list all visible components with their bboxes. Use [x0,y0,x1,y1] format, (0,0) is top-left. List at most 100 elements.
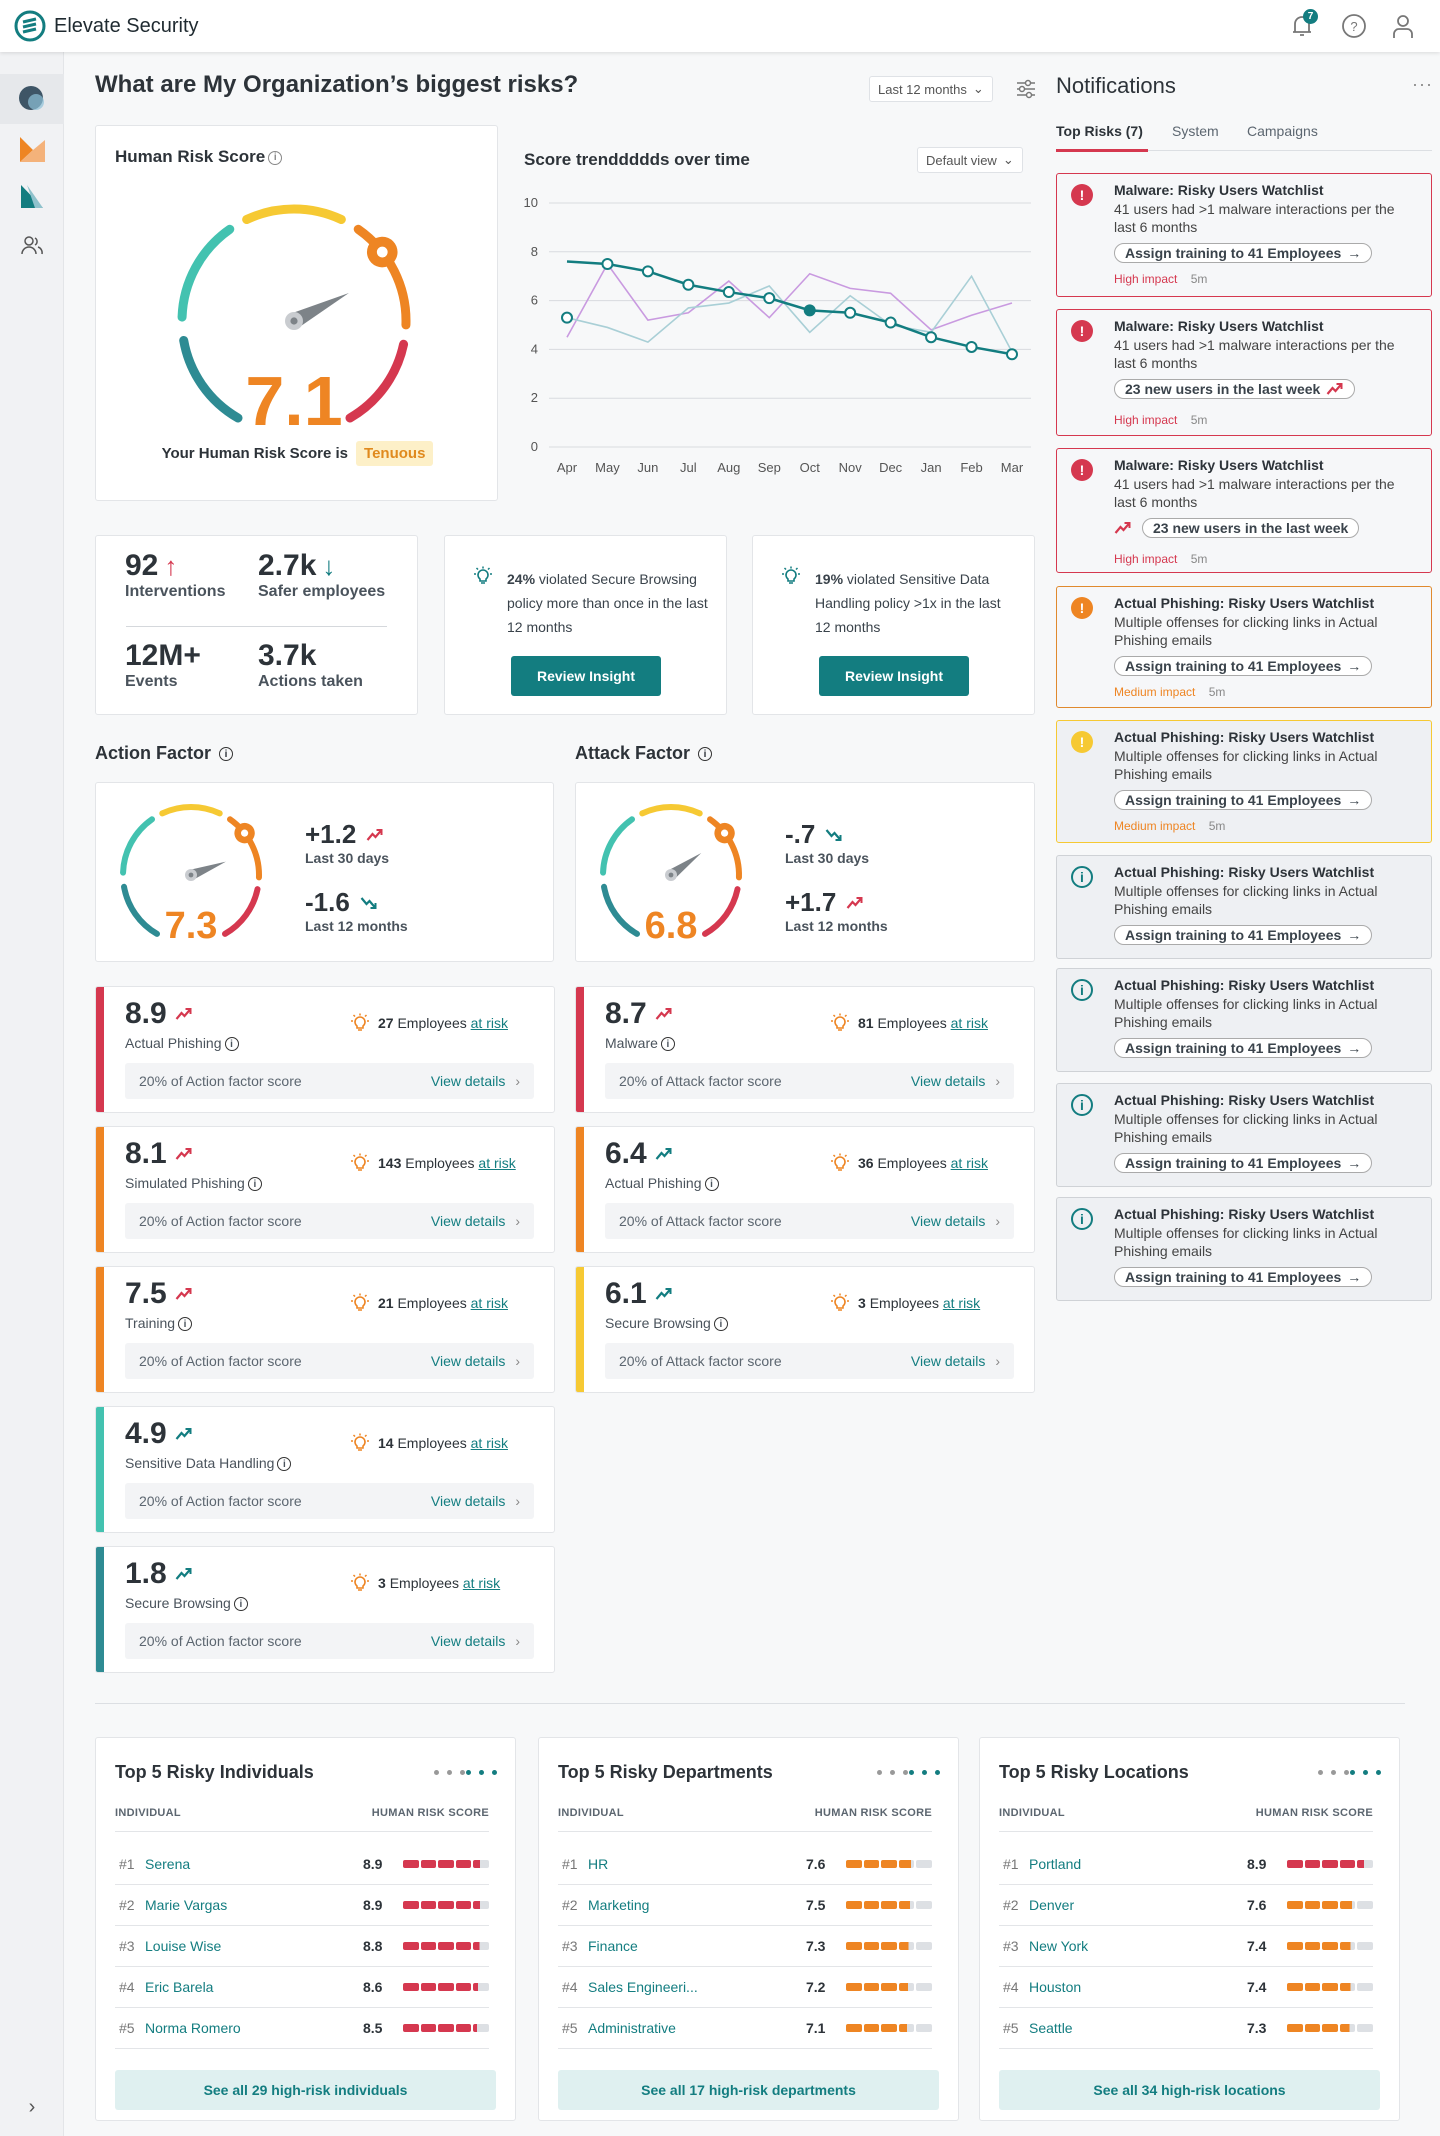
see-all-button[interactable]: See all 17 high-risk departments [558,2070,939,2110]
carousel-dot[interactable] [479,1770,484,1775]
info-icon[interactable]: i [704,1177,719,1192]
notification-card[interactable]: ! Malware: Risky Users Watchlist 41 users … [1056,309,1432,436]
view-details-link[interactable]: View details › [911,1353,1000,1369]
row-name-link[interactable]: Marie Vargas [145,1897,228,1913]
carousel-dot[interactable] [922,1770,927,1775]
info-icon[interactable]: i [277,1457,292,1472]
notification-card[interactable]: i Actual Phishing: Risky Users Watchlist M… [1056,1083,1432,1187]
notification-card[interactable]: i Actual Phishing: Risky Users Watchlist M… [1056,1197,1432,1301]
info-icon[interactable]: i [233,1597,248,1612]
notification-tab[interactable]: Top Risks (7) [1056,123,1143,139]
more-options-icon[interactable]: ··· [1412,74,1433,94]
row-name-link[interactable]: Norma Romero [145,2020,241,2036]
row-name-link[interactable]: Denver [1029,1897,1075,1913]
notification-card[interactable]: i Actual Phishing: Risky Users Watchlist M… [1056,968,1432,1072]
carousel-dot[interactable] [492,1770,497,1775]
at-risk-link[interactable]: at risk [462,1575,501,1591]
see-all-button[interactable]: See all 29 high-risk individuals [115,2070,496,2110]
at-risk-link[interactable]: at risk [478,1155,516,1171]
carousel-dots[interactable] [1318,1770,1381,1775]
carousel-dot[interactable] [935,1770,940,1775]
info-icon[interactable]: i [247,1177,262,1192]
notification-card[interactable]: i Actual Phishing: Risky Users Watchlist M… [1056,855,1432,959]
carousel-dot[interactable] [1331,1770,1336,1775]
sidebar-item-actions[interactable] [0,124,64,174]
logo[interactable]: Elevate Security [14,10,199,42]
carousel-dot[interactable] [447,1770,452,1775]
row-name-link[interactable]: Houston [1029,1979,1082,1995]
sidebar-item-attacks[interactable] [0,172,64,222]
carousel-dot[interactable] [1376,1770,1381,1775]
see-all-button[interactable]: See all 34 high-risk locations [999,2070,1380,2110]
notification-action-button[interactable]: Assign training to 41 Employees → [1114,790,1373,810]
sidebar-expand-button[interactable]: › [0,2082,64,2132]
at-risk-link[interactable]: at risk [470,1015,508,1031]
notification-action-button[interactable]: Assign training to 41 Employees → [1114,243,1373,263]
row-name-link[interactable]: Administrative [588,2020,676,2036]
carousel-dot[interactable] [1363,1770,1368,1775]
info-icon[interactable]: i [698,747,713,762]
notification-action-button[interactable]: Assign training to 41 Employees → [1114,1267,1373,1287]
carousel-dot[interactable] [903,1770,908,1775]
at-risk-link[interactable]: at risk [470,1295,508,1311]
view-details-link[interactable]: View details › [431,1073,520,1089]
chart-view-select[interactable]: Default view ⌄ [917,147,1023,173]
carousel-dot[interactable] [466,1770,471,1775]
notification-tab[interactable]: Campaigns [1247,123,1318,139]
sidebar-item-overview[interactable] [0,74,64,124]
carousel-dot[interactable] [1350,1770,1355,1775]
notification-action-button[interactable]: Assign training to 41 Employees → [1114,656,1373,676]
notification-action-button[interactable]: Assign training to 41 Employees → [1114,1038,1373,1058]
carousel-dot[interactable] [1318,1770,1323,1775]
carousel-dot[interactable] [460,1770,465,1775]
notification-action-button[interactable]: 23 new users in the last week [1114,379,1356,399]
info-icon[interactable]: i [219,747,234,762]
notification-card[interactable]: ! Malware: Risky Users Watchlist 41 users … [1056,173,1432,297]
review-insight-button[interactable]: Review Insight [819,656,969,696]
review-insight-button[interactable]: Review Insight [511,656,661,696]
view-details-link[interactable]: View details › [431,1633,520,1649]
row-name-link[interactable]: Finance [588,1938,638,1954]
info-icon[interactable]: i [713,1317,728,1332]
carousel-dot[interactable] [890,1770,895,1775]
view-details-link[interactable]: View details › [911,1073,1000,1089]
time-range-select[interactable]: Last 12 months ⌄ [869,76,993,102]
view-details-link[interactable]: View details › [431,1213,520,1229]
info-icon[interactable]: i [224,1037,239,1052]
notifications-bell-button[interactable]: 7 [1288,9,1318,40]
user-profile-button[interactable] [1389,12,1417,40]
row-name-link[interactable]: Louise Wise [145,1938,222,1954]
sidebar-item-people[interactable] [0,220,64,270]
carousel-dots[interactable] [434,1770,497,1775]
notification-action-button[interactable]: 23 new users in the last week [1142,518,1360,538]
carousel-dot[interactable] [434,1770,439,1775]
view-details-link[interactable]: View details › [431,1493,520,1509]
at-risk-link[interactable]: at risk [942,1295,981,1311]
row-name-link[interactable]: New York [1029,1938,1089,1954]
notification-tab[interactable]: System [1172,123,1219,139]
carousel-dot[interactable] [909,1770,914,1775]
info-icon[interactable]: i [660,1037,675,1052]
view-details-link[interactable]: View details › [911,1213,1000,1229]
row-name-link[interactable]: Seattle [1029,2020,1073,2036]
info-icon[interactable]: i [268,150,283,165]
view-details-link[interactable]: View details › [431,1353,520,1369]
notification-card[interactable]: ! Actual Phishing: Risky Users Watchlist M… [1056,586,1432,708]
carousel-dots[interactable] [877,1770,940,1775]
row-name-link[interactable]: Portland [1029,1856,1082,1872]
at-risk-link[interactable]: at risk [470,1435,508,1451]
notification-action-button[interactable]: Assign training to 41 Employees → [1114,925,1373,945]
row-name-link[interactable]: Sales Engineeri... [588,1979,698,1995]
info-icon[interactable]: i [178,1317,193,1332]
carousel-dot[interactable] [877,1770,882,1775]
row-name-link[interactable]: Serena [145,1856,191,1872]
row-name-link[interactable]: HR [588,1856,609,1872]
notification-card[interactable]: ! Actual Phishing: Risky Users Watchlist M… [1056,720,1432,843]
notification-action-button[interactable]: Assign training to 41 Employees → [1114,1153,1373,1173]
help-button[interactable]: ? [1340,12,1368,40]
at-risk-link[interactable]: at risk [950,1015,988,1031]
row-name-link[interactable]: Marketing [588,1897,650,1913]
at-risk-link[interactable]: at risk [950,1155,988,1171]
notification-card[interactable]: ! Malware: Risky Users Watchlist 41 users … [1056,448,1432,573]
row-name-link[interactable]: Eric Barela [145,1979,214,1995]
